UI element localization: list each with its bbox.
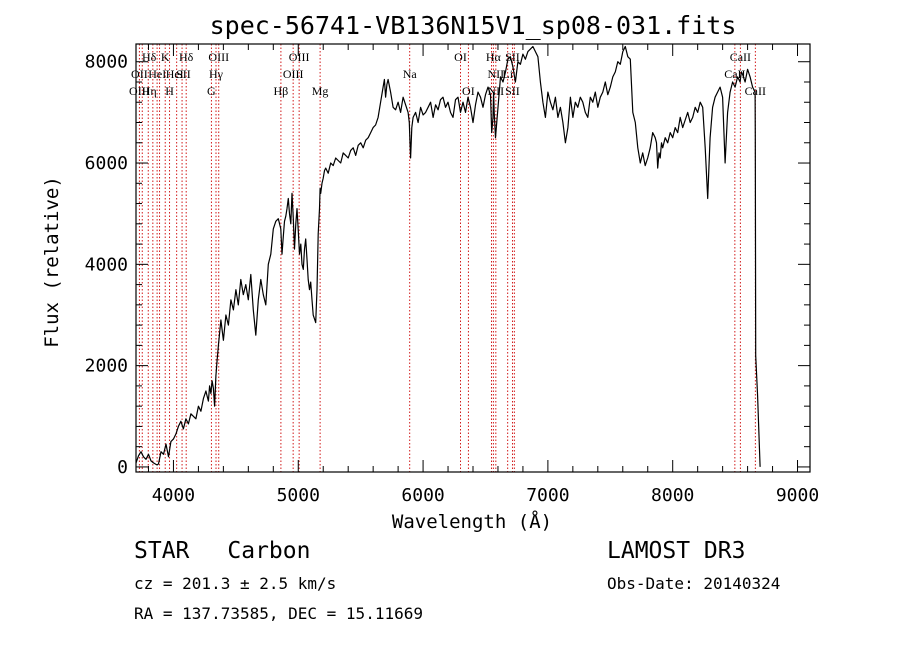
y-tick-label-6000: 6000 <box>85 153 128 174</box>
line-label-2-6: OI <box>462 84 475 98</box>
redshift-velocity: cz = 201.3 ± 2.5 km/s <box>134 574 337 593</box>
spectral-line-markers <box>138 44 756 472</box>
line-label-0-6: Hα <box>486 50 502 64</box>
line-label-2-1: Hη <box>142 84 157 98</box>
chart-title: spec-56741-VB136N15V1_sp08-031.fits <box>210 11 737 40</box>
object-class-row: STAR Carbon <box>134 538 310 564</box>
line-label-0-5: OI <box>454 50 467 64</box>
x-tick-labels: 4000 5000 6000 7000 8000 9000 <box>152 485 819 506</box>
line-label-2-0: OIII <box>129 84 150 98</box>
line-label-2-8: SII <box>505 84 520 98</box>
x-tick-label-6000: 6000 <box>401 485 444 506</box>
line-label-0-4: OIII <box>289 50 310 64</box>
line-label-0-3: OIII <box>208 50 229 64</box>
line-label-2-9: CaII <box>745 84 766 98</box>
y-tick-labels: 0 2000 4000 6000 8000 <box>85 52 128 478</box>
line-label-1-5: OIII <box>283 67 304 81</box>
survey-name: LAMOST DR3 <box>607 538 746 564</box>
line-label-0-1: K <box>161 50 170 64</box>
line-label-2-3: G <box>207 84 216 98</box>
line-label-1-6: Na <box>403 67 418 81</box>
y-tick-label-0: 0 <box>117 457 128 478</box>
object-class: STAR <box>134 538 190 564</box>
x-tick-label-4000: 4000 <box>152 485 195 506</box>
spectrum-series <box>135 45 761 467</box>
axis-ticks <box>136 44 810 472</box>
line-label-1-4: Hγ <box>209 67 224 81</box>
line-label-1-0: OII <box>131 67 148 81</box>
line-label-1-3: SII <box>176 67 191 81</box>
object-subclass: Carbon <box>227 538 311 564</box>
x-tick-label-9000: 9000 <box>776 485 819 506</box>
line-label-0-2: Hδ <box>179 50 194 64</box>
line-label-2-4: Hβ <box>274 84 289 98</box>
line-label-0-0: Hδ <box>142 50 157 64</box>
x-tick-label-8000: 8000 <box>651 485 694 506</box>
y-tick-label-8000: 8000 <box>85 52 128 73</box>
line-label-2-5: Mg <box>312 84 329 98</box>
x-tick-label-7000: 7000 <box>526 485 569 506</box>
x-tick-label-5000: 5000 <box>277 485 320 506</box>
y-axis-label: Flux (relative) <box>41 176 63 348</box>
line-label-1-1: HeI <box>148 67 166 81</box>
observation-date: Obs-Date: 20140324 <box>607 574 781 593</box>
line-label-1-2: HeI <box>166 67 184 81</box>
y-tick-label-2000: 2000 <box>85 356 128 377</box>
y-tick-label-4000: 4000 <box>85 254 128 275</box>
x-axis-label: Wavelength (Å) <box>392 510 552 533</box>
line-label-2-2: H <box>165 84 174 98</box>
coordinates: RA = 137.73585, DEC = 15.11669 <box>134 604 423 623</box>
line-label-1-8: Li <box>502 67 513 81</box>
line-label-0-7: SII <box>505 50 520 64</box>
plot-frame <box>135 43 811 473</box>
line-label-0-8: CaII <box>730 50 751 64</box>
